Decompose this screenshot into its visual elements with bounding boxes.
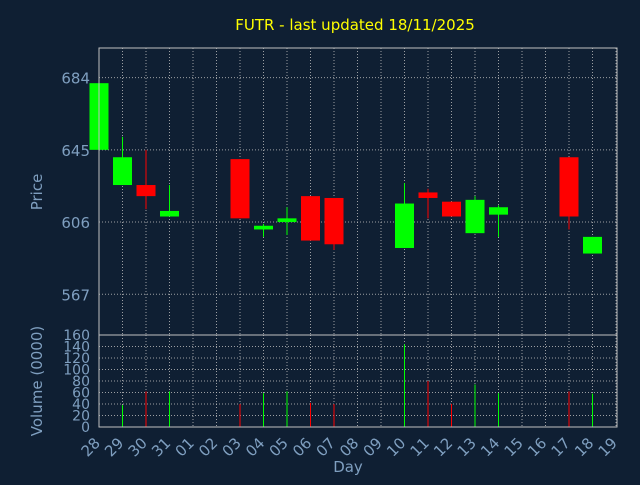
candle-body [489,207,508,215]
price-tick-label: 606 [61,214,90,232]
volume-tick-label: 60 [72,386,90,402]
price-tick-label: 684 [61,70,90,88]
candle-body [113,157,132,186]
volume-tick-label: 100 [63,363,90,379]
candle-body [395,203,414,248]
candle-body [136,185,156,197]
volume-tick-label: 140 [63,340,90,356]
candle-body [418,192,438,198]
volume-tick-label: 20 [72,409,90,425]
candle-body [324,197,344,245]
candle-body [301,196,320,241]
volume-tick-label: 120 [63,351,90,367]
volume-axis-frame [98,334,618,428]
volume-tick-label: 40 [72,397,90,413]
x-axis-label: Day [333,458,363,476]
price-tick-label: 645 [61,142,90,160]
volume-tick-label: 160 [63,328,90,344]
candle-body [583,236,602,254]
candle-body [230,159,250,219]
price-grid [98,48,617,335]
candle-body [254,225,273,230]
price-axis-label: Price [28,174,46,211]
candle-body [559,157,579,217]
candle-body [277,218,297,223]
candle-body [160,210,179,217]
volume-marks [122,344,593,427]
volume-tick-label: 80 [72,374,90,390]
volume-axis-label: Volume (0000) [28,326,46,436]
chart-title: FUTR - last updated 18/11/2025 [235,16,475,34]
candle-body [442,201,461,217]
candle-body [465,199,485,234]
volume-tick-label: 0 [81,420,90,436]
axes [98,47,618,428]
price-tick-label: 567 [61,286,90,304]
